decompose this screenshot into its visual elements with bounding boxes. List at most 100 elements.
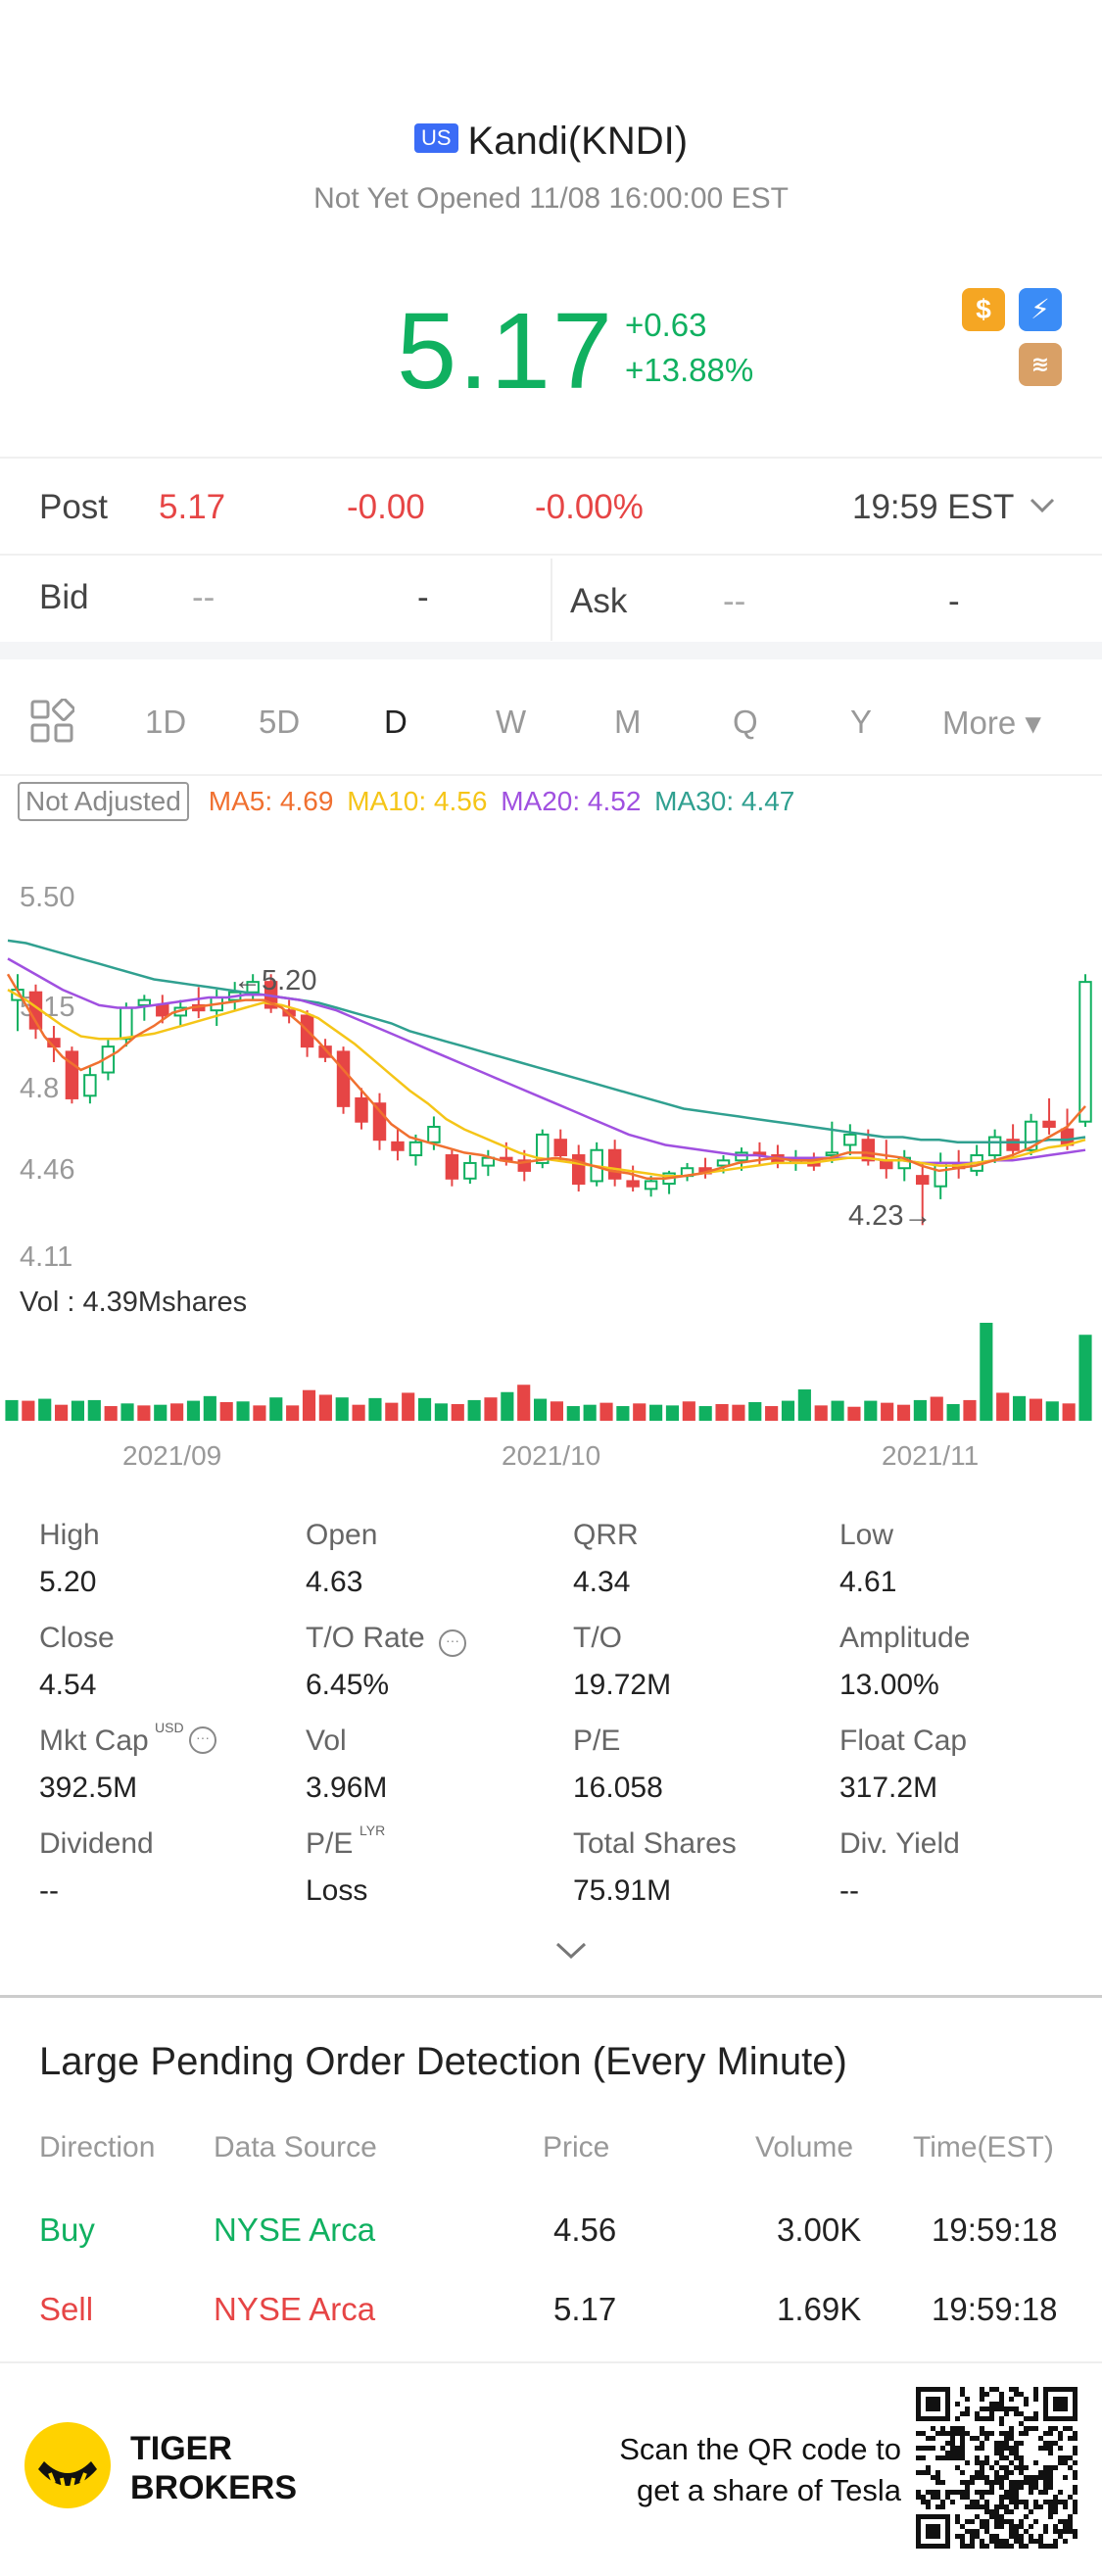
- dollar-icon[interactable]: $: [962, 288, 1005, 331]
- order-direction: Buy: [39, 2211, 95, 2248]
- tab-w[interactable]: W: [496, 704, 527, 740]
- stat-value: 392.5M: [39, 1772, 138, 1804]
- stat-label: Close: [39, 1622, 115, 1654]
- volume-bar: [434, 1403, 448, 1421]
- volume-bar: [352, 1404, 365, 1421]
- volume-bar: [253, 1405, 266, 1421]
- tab-q[interactable]: Q: [733, 704, 758, 740]
- stat-label: Low: [839, 1519, 894, 1551]
- lyr-superscript: LYR: [359, 1823, 386, 1838]
- grid-menu-icon[interactable]: [29, 699, 74, 744]
- volume-bar: [748, 1401, 762, 1421]
- volume-bar: [550, 1401, 564, 1421]
- stat-value: --: [39, 1874, 59, 1907]
- stat-label: Dividend: [39, 1827, 154, 1860]
- volume-bar: [1078, 1335, 1092, 1421]
- col-volume: Volume: [755, 2131, 854, 2163]
- more-info-icon[interactable]: ···: [439, 1629, 466, 1657]
- candle: [916, 1175, 930, 1186]
- qr-code-icon[interactable]: [916, 2387, 1078, 2549]
- lightning-icon[interactable]: ⚡: [1019, 288, 1062, 331]
- order-volume: 1.69K: [777, 2291, 862, 2327]
- last-price: 5.17: [397, 291, 615, 412]
- bid-label: Bid: [39, 578, 89, 616]
- tab-more[interactable]: More ▾: [942, 705, 1041, 741]
- order-time: 19:59:18: [932, 2211, 1058, 2248]
- brand-line1: TIGER: [130, 2430, 232, 2467]
- adjust-toggle[interactable]: Not Adjusted: [18, 782, 189, 821]
- volume-bar: [368, 1397, 382, 1421]
- orders-title: Large Pending Order Detection (Every Min…: [39, 2040, 847, 2083]
- chevron-down-icon[interactable]: [1029, 496, 1056, 515]
- col-direction: Direction: [39, 2131, 156, 2163]
- tab-y[interactable]: Y: [850, 704, 873, 740]
- volume-bar: [55, 1404, 69, 1421]
- volume-bar: [318, 1394, 332, 1421]
- volume-bar: [1045, 1401, 1059, 1421]
- volume-bar: [203, 1395, 216, 1421]
- post-time[interactable]: 19:59 EST: [852, 488, 1015, 526]
- candle: [120, 1006, 133, 1041]
- candle: [156, 1003, 169, 1017]
- tiger-logo-icon: [24, 2422, 111, 2508]
- volume-bar: [1062, 1403, 1076, 1421]
- col-source: Data Source: [214, 2131, 377, 2163]
- low-marker: 4.23→: [848, 1200, 932, 1232]
- volume-bar: [797, 1389, 811, 1421]
- bid-ask-separator: [551, 559, 552, 641]
- ma30-value: MA30: 4.47: [654, 786, 795, 816]
- stat-value: 6.45%: [306, 1669, 390, 1701]
- tab-1d[interactable]: 1D: [145, 704, 187, 740]
- volume-bar: [286, 1405, 300, 1421]
- volume-bar: [963, 1399, 977, 1421]
- y-tick-label: 5.50: [20, 882, 74, 913]
- volume-bar: [996, 1392, 1010, 1421]
- candle: [372, 1102, 387, 1142]
- volume-bar: [781, 1400, 795, 1421]
- volume-bar: [583, 1404, 597, 1421]
- stat-value: 13.00%: [839, 1669, 939, 1701]
- tab-m[interactable]: M: [614, 704, 642, 740]
- candle: [553, 1139, 567, 1157]
- volume-bar: [980, 1323, 993, 1421]
- stat-value: 4.54: [39, 1669, 97, 1701]
- volume-bar: [154, 1404, 168, 1421]
- volume-bar: [417, 1397, 432, 1421]
- stat-label: QRR: [573, 1519, 639, 1551]
- candle: [463, 1161, 477, 1180]
- stat-label: Vol: [306, 1725, 347, 1757]
- volume-bar: [467, 1399, 481, 1421]
- stat-label: Float Cap: [839, 1725, 968, 1757]
- volume-bar: [649, 1404, 663, 1421]
- stat-label: Amplitude: [839, 1622, 971, 1654]
- usd-superscript: USD: [155, 1720, 184, 1735]
- volume-bar: [38, 1398, 52, 1421]
- bid-size: -: [417, 578, 429, 616]
- tab-5d[interactable]: 5D: [259, 704, 301, 740]
- expand-chevron-icon[interactable]: [553, 1938, 589, 1962]
- stat-value: 16.058: [573, 1772, 663, 1804]
- x-tick-label: 2021/10: [502, 1440, 600, 1470]
- volume-bar: [385, 1402, 399, 1421]
- order-volume: 3.00K: [777, 2211, 862, 2248]
- candlestick-chart[interactable]: 5.50 5.15 4.8 4.46 4.11 ←5.20 4.23→ Vol …: [0, 862, 1102, 1470]
- candle: [355, 1096, 368, 1123]
- y-tick-label: 4.11: [20, 1241, 72, 1273]
- volume-bar: [22, 1400, 35, 1421]
- stat-value: 3.96M: [306, 1772, 388, 1804]
- x-tick-label: 2021/11: [882, 1440, 979, 1470]
- bid-price: --: [192, 578, 216, 616]
- candle: [825, 1151, 839, 1157]
- x-tick-label: 2021/09: [122, 1440, 221, 1470]
- volume-bar: [87, 1399, 101, 1421]
- stat-label: T/O: [573, 1622, 622, 1654]
- layers-icon[interactable]: ≋: [1019, 343, 1062, 386]
- volume-bar: [765, 1406, 779, 1421]
- candle: [1024, 1120, 1038, 1151]
- tab-d[interactable]: D: [384, 704, 407, 740]
- candle: [861, 1139, 876, 1162]
- volume-bar: [599, 1402, 613, 1421]
- ask-size: -: [948, 582, 960, 620]
- more-info-icon[interactable]: ···: [189, 1726, 216, 1754]
- volume-bar: [219, 1401, 233, 1421]
